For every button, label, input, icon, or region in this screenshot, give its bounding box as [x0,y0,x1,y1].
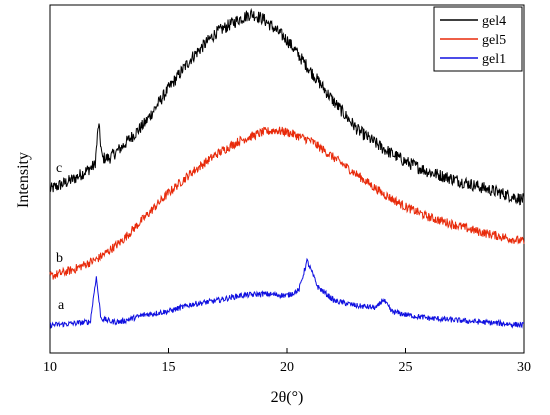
series-line-gel4 [49,7,525,206]
curve-label-a: a [58,298,65,313]
y-axis-label: Intensity [15,152,32,208]
x-tick-label: 20 [280,360,294,375]
x-tick-label: 25 [399,360,413,375]
x-tick-label: 15 [162,360,176,375]
series-line-gel1 [49,257,525,329]
legend-label-gel4: gel4 [482,14,506,29]
x-tick-label: 10 [43,360,57,375]
series-line-gel5 [49,126,525,280]
legend: gel4 gel5 gel1 [433,6,523,72]
x-tick-label: 30 [517,360,531,375]
legend-label-gel5: gel5 [482,33,506,48]
series-layer [49,7,525,329]
curve-label-b: b [56,251,63,266]
x-axis-ticks: 10 15 20 25 30 [43,348,531,375]
curve-label-c: c [56,161,62,176]
x-axis-label: 2θ(°) [271,389,304,406]
legend-label-gel1: gel1 [482,52,506,67]
